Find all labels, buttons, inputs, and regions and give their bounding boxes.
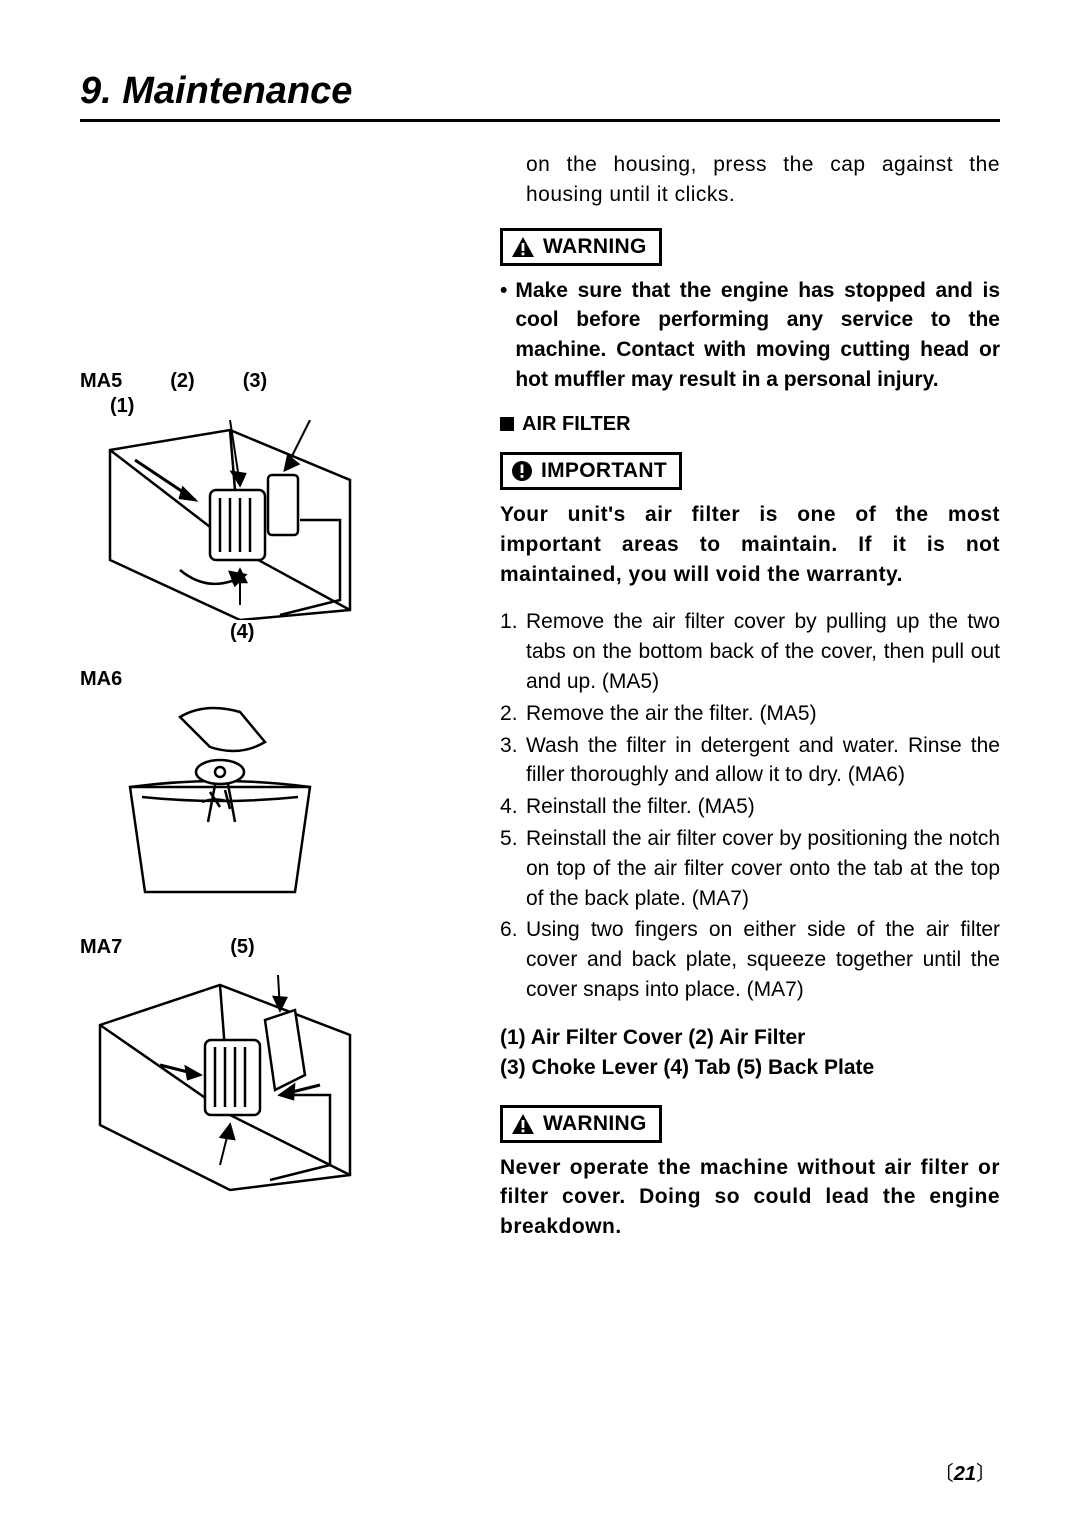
air-filter-heading-text: AIR FILTER [522,413,631,436]
warning1-text: Make sure that the engine has stopped an… [515,276,1000,395]
step-item: Remove the air filter cover by pulling u… [500,607,1000,696]
warning-box-2: WARNING [500,1105,662,1143]
bullet-dot: • [500,276,507,395]
important-box: IMPORTANT [500,452,682,490]
warning-label: WARNING [543,235,647,259]
figure-ma7: MA7 (5) [80,936,450,1200]
legend-line-2: (3) Choke Lever (4) Tab (5) Back Plate [500,1053,1000,1083]
figure-callout-1: (1) [110,395,450,418]
figure-ma5: MA5 (2) (3) (1) [80,370,450,644]
page-title: 9. Maintenance [80,70,1000,122]
steps-list: Remove the air filter cover by pulling u… [500,607,1000,1005]
step-item: Using two fingers on either side of the … [500,915,1000,1004]
step-item: Reinstall the air filter cover by positi… [500,824,1000,913]
warning-icon [511,1113,535,1135]
text-column: on the housing, press the cap against th… [500,150,1000,1260]
figure-ma6: MA6 [80,668,450,912]
warning-icon [511,236,535,258]
air-filter-heading: AIR FILTER [500,413,1000,436]
two-column-layout: MA5 (2) (3) (1) [80,150,1000,1260]
figure-ma7-illustration [80,965,370,1195]
warning-box-1: WARNING [500,228,662,266]
important-text: Your unit's air filter is one of the mos… [500,500,1000,589]
figure-ma6-illustration [80,697,360,907]
figure-label-ma7: MA7 [80,936,122,959]
step-item: Remove the air the filter. (MA5) [500,699,1000,729]
figure-callout-5: (5) [230,936,254,959]
parts-legend: (1) Air Filter Cover (2) Air Filter (3) … [500,1023,1000,1083]
warning1-bullet: • Make sure that the engine has stopped … [500,276,1000,395]
legend-line-1: (1) Air Filter Cover (2) Air Filter [500,1023,1000,1053]
warning2-text: Never operate the machine without air fi… [500,1153,1000,1242]
page-number: 〔21〕 [934,1457,996,1486]
warning-label: WARNING [543,1112,647,1136]
figure-callout-4: (4) [230,621,450,644]
important-label: IMPORTANT [541,459,667,483]
figure-callout-3: (3) [243,370,267,393]
step-item: Reinstall the filter. (MA5) [500,792,1000,822]
intro-continuation: on the housing, press the cap against th… [500,150,1000,210]
figures-column: MA5 (2) (3) (1) [80,150,450,1260]
square-bullet-icon [500,417,514,431]
figure-label-ma6: MA6 [80,668,122,691]
page-number-value: 21 [954,1463,976,1485]
step-item: Wash the filter in detergent and water. … [500,731,1000,791]
figure-callout-2: (2) [170,370,194,393]
important-icon [511,460,533,482]
figure-ma5-illustration [80,420,380,620]
figure-label-ma5: MA5 [80,370,122,393]
